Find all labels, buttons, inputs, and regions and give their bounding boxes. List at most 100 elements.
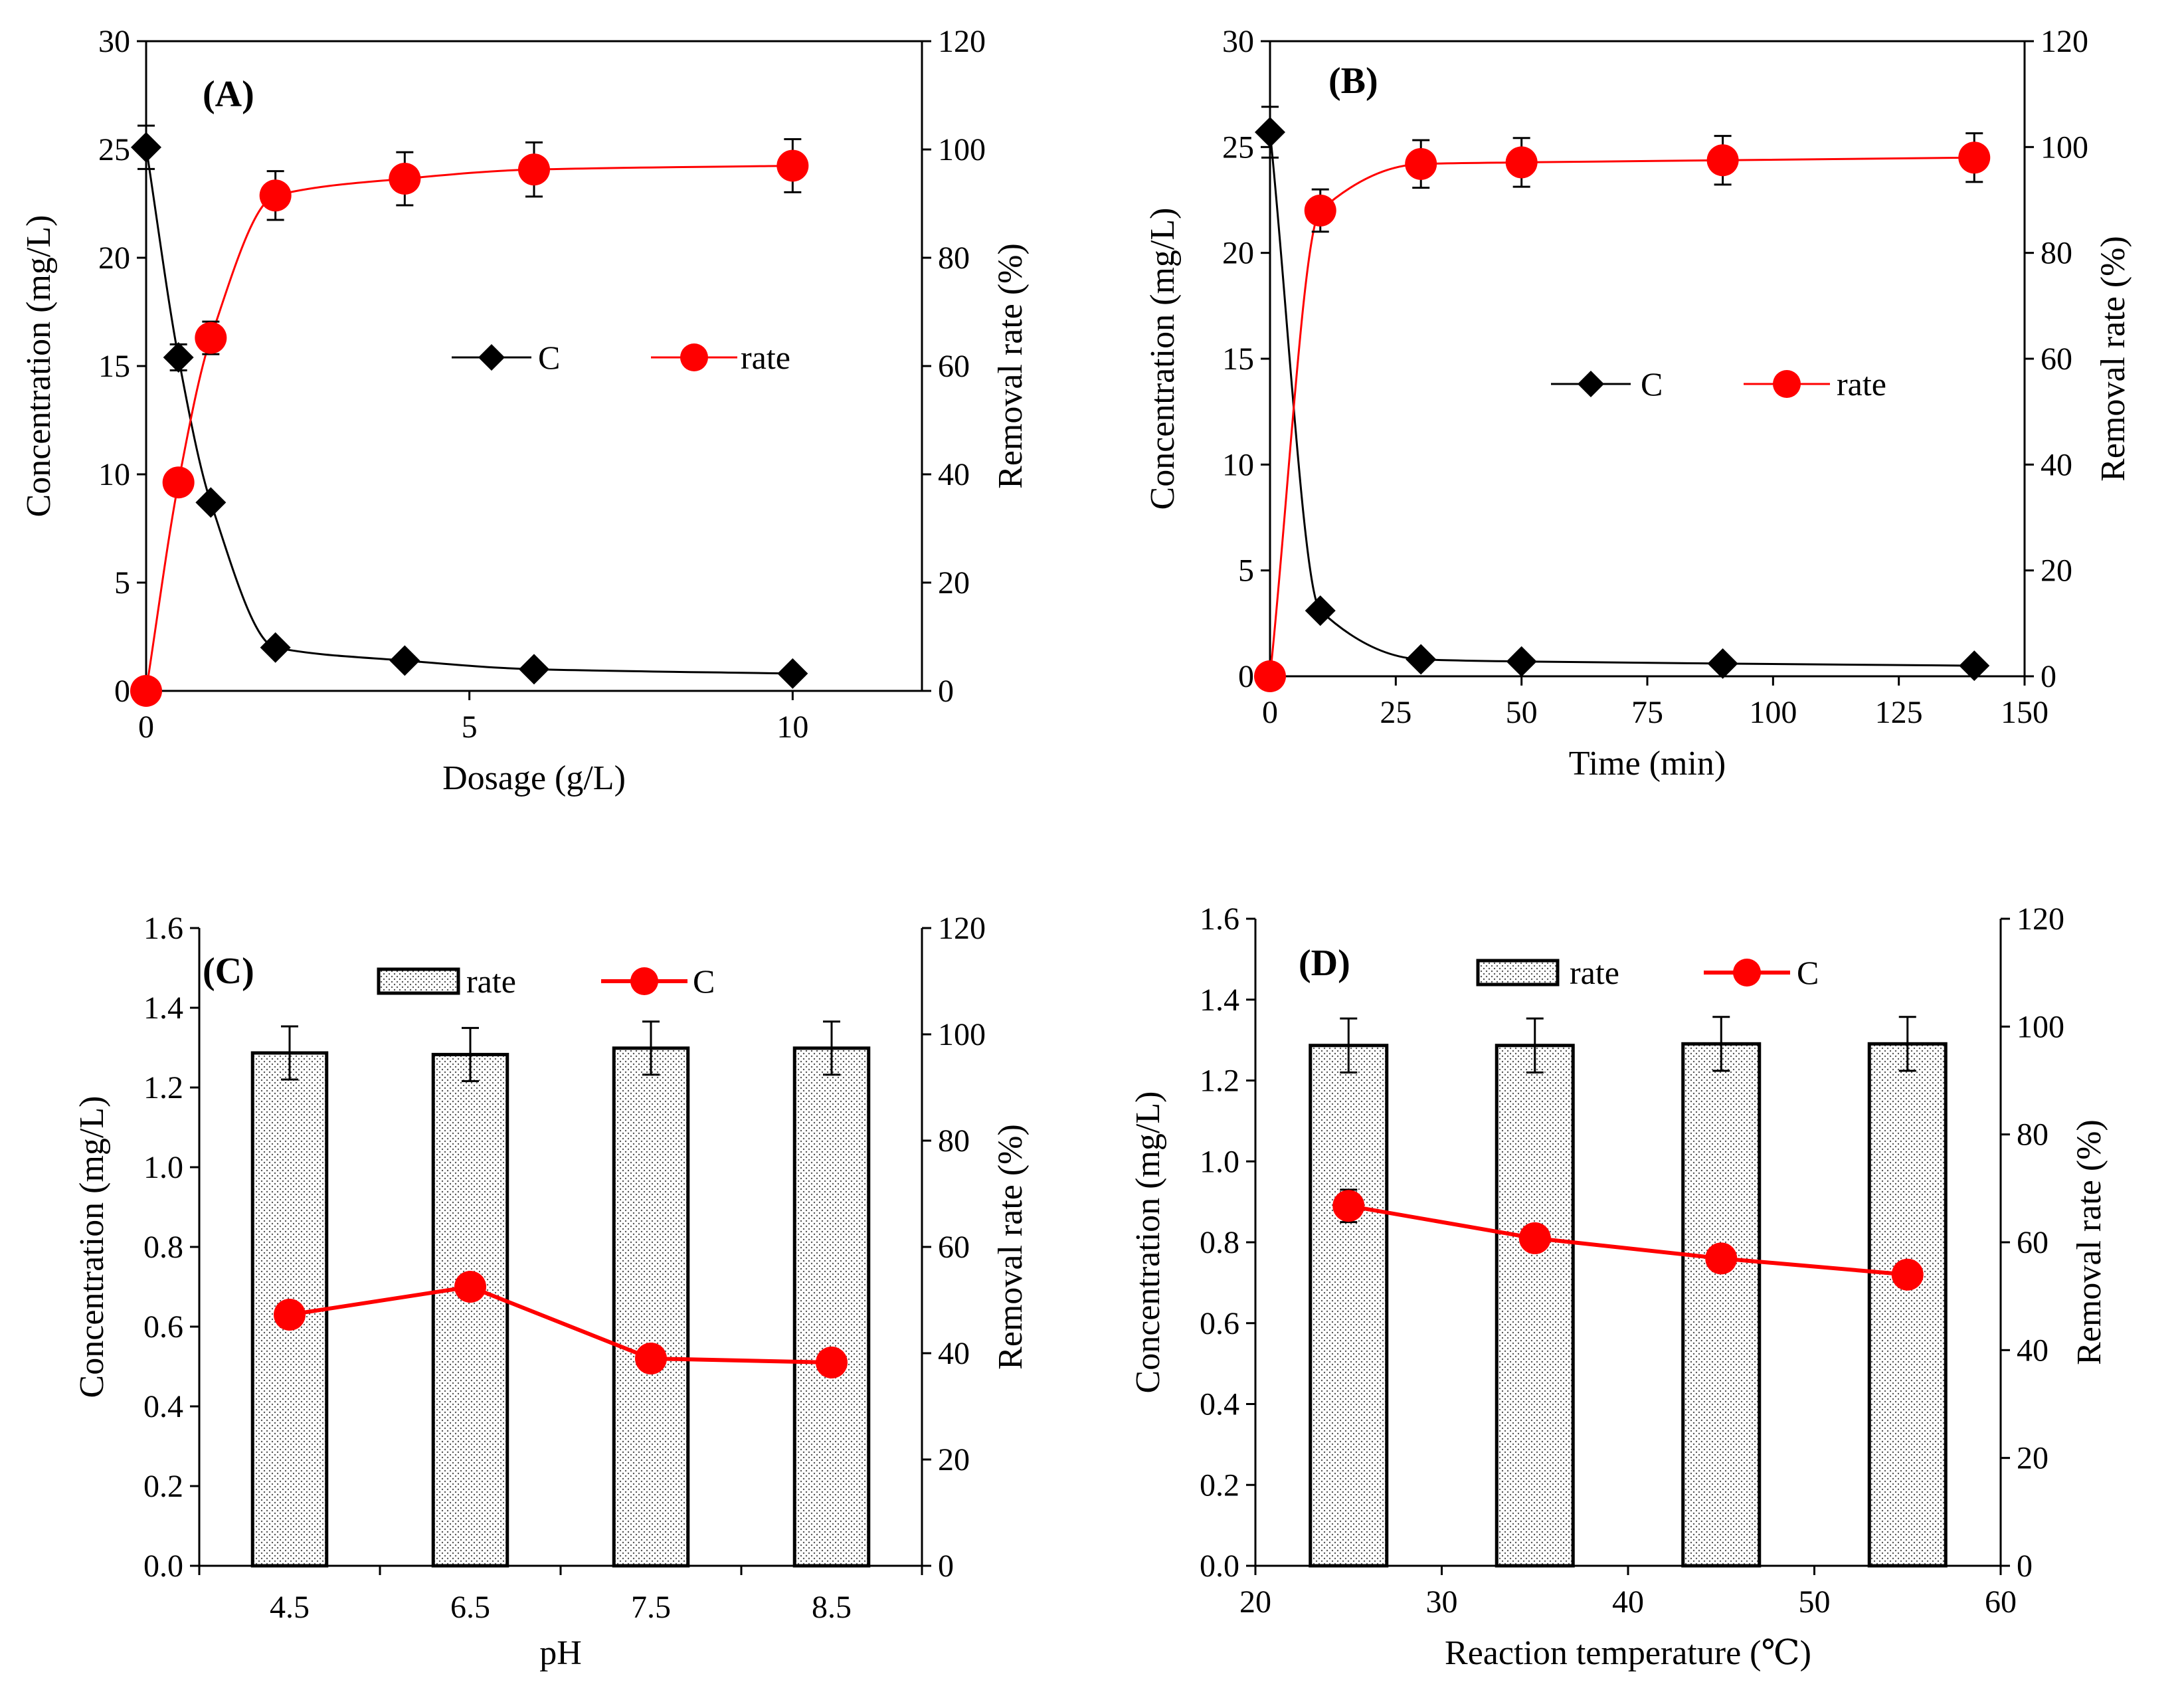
data-point-circle — [162, 466, 195, 499]
y-tick-label: 10 — [1222, 447, 1254, 482]
y-tick-label: 1.0 — [143, 1150, 183, 1185]
y2-tick-label: 20 — [938, 565, 970, 601]
y-tick-label: 1.6 — [1200, 901, 1239, 937]
y-tick-label: 1.2 — [143, 1070, 183, 1105]
legend-item-rate: rate — [377, 963, 516, 1000]
y2-tick-label: 100 — [938, 132, 986, 167]
series-line — [145, 164, 793, 692]
error-bar — [1526, 1017, 1544, 1074]
legend-item-c: C — [601, 963, 715, 1000]
legend-marker-circle — [1733, 959, 1761, 987]
bar — [1495, 1044, 1575, 1568]
data-point-circle — [1706, 144, 1739, 177]
y2-tick-label: 40 — [2017, 1333, 2048, 1368]
error-bar — [1340, 1017, 1358, 1074]
bar — [1681, 1042, 1762, 1568]
legend-marker-circle — [680, 343, 708, 371]
series-line — [289, 1284, 832, 1365]
x-axis-title: Time (min) — [1569, 745, 1726, 783]
y-tick-label: 0.8 — [1200, 1225, 1239, 1260]
y-tick-label: 10 — [98, 457, 130, 492]
legend-item-c: C — [1704, 954, 1819, 991]
x-tick-label: 125 — [1875, 695, 1923, 730]
y-tick-label: 20 — [1222, 236, 1254, 271]
y2-tick-label: 100 — [2017, 1009, 2064, 1044]
data-point-circle — [1505, 146, 1538, 179]
y2-tick-label: 0 — [938, 674, 954, 709]
data-point-circle — [1958, 141, 1991, 174]
x-axis-title: pH — [539, 1634, 582, 1672]
legend-item-rate: rate — [651, 339, 790, 376]
y2-tick-label: 80 — [2017, 1117, 2048, 1153]
y2-tick-label: 120 — [938, 24, 986, 59]
data-point-diamond — [1305, 595, 1336, 626]
data-point-circle — [1304, 194, 1336, 227]
x-tick-label: 30 — [1426, 1584, 1458, 1620]
panel-label: (C) — [203, 951, 254, 992]
y-axis-title: Concentration (mg/L) — [20, 215, 58, 518]
x-tick-label: 5 — [462, 709, 478, 745]
data-point-diamond — [131, 132, 161, 163]
y-tick-label: 0.0 — [1200, 1549, 1239, 1584]
error-bar — [642, 1020, 660, 1076]
x-tick-label: 20 — [1239, 1584, 1271, 1620]
legend-label: rate — [741, 339, 790, 376]
x-tick-label: 0 — [138, 709, 154, 745]
legend-item-c: C — [452, 339, 560, 376]
chart-panel-b: 0 5 10 15 20 25 30 0 20 40 60 80 100 120 0 25 50 75 100 125… — [1144, 24, 2132, 783]
y2-tick-label: 20 — [2017, 1441, 2048, 1476]
data-point-diamond — [777, 658, 808, 689]
y2-tick-label: 120 — [2041, 24, 2088, 59]
y2-axis-title: Removal rate (%) — [992, 243, 1030, 489]
data-point-diamond — [1959, 650, 1990, 682]
data-point-diamond — [1707, 648, 1738, 679]
chart-panel-d: 0.0 0.2 0.4 0.6 0.8 1.0 1.2 1.4 1.6 0 20 40 60 80 100 1… — [1129, 901, 2108, 1672]
error-bar — [1712, 1016, 1730, 1072]
error-bar — [823, 1020, 840, 1076]
data-point-diamond — [1506, 646, 1537, 677]
legend-item-rate: rate — [1476, 954, 1619, 991]
y-axis-title: Concentration (mg/L) — [1129, 1091, 1167, 1394]
panel-label: (B) — [1328, 60, 1378, 102]
data-point-circle — [274, 1299, 306, 1331]
x-tick-label: 75 — [1631, 695, 1663, 730]
y-tick-label: 5 — [114, 565, 130, 601]
y-tick-label: 0.4 — [143, 1389, 183, 1424]
series-c-line — [274, 1271, 848, 1378]
legend-swatch-bar — [1476, 959, 1560, 987]
x-tick-label: 0 — [1262, 695, 1278, 730]
bar — [431, 1052, 509, 1568]
legend-label: C — [693, 963, 715, 1000]
data-point-circle — [635, 1343, 667, 1374]
y-tick-label: 1.4 — [143, 990, 183, 1026]
x-tick-label: 50 — [1506, 695, 1538, 730]
y2-tick-label: 100 — [938, 1017, 986, 1052]
y2-tick-label: 60 — [938, 349, 970, 384]
y-tick-label: 1.2 — [1200, 1064, 1239, 1099]
y-tick-label: 30 — [98, 24, 130, 59]
y-tick-label: 0.4 — [1200, 1387, 1239, 1422]
y2-axis-title: Removal rate (%) — [2070, 1119, 2108, 1365]
legend-label: C — [538, 339, 560, 376]
data-point-circle — [1254, 660, 1286, 692]
data-point-circle — [1405, 147, 1437, 180]
y-tick-label: 5 — [1238, 553, 1254, 589]
x-axis-title: Dosage (g/L) — [442, 759, 626, 797]
y2-tick-label: 60 — [938, 1230, 970, 1265]
legend-label: rate — [1837, 365, 1886, 403]
panel-label: (A) — [203, 74, 254, 115]
legend-swatch-bar — [377, 967, 460, 995]
legend-item-rate: rate — [1744, 365, 1886, 403]
x-tick-label: 25 — [1380, 695, 1411, 730]
y-axis-title: Concentration (mg/L) — [1144, 208, 1182, 510]
y2-tick-label: 0 — [2017, 1549, 2033, 1584]
data-point-circle — [130, 675, 162, 707]
y2-tick-label: 120 — [2017, 901, 2064, 937]
bar — [1309, 1044, 1389, 1568]
y-tick-label: 15 — [98, 349, 130, 384]
y-tick-label: 25 — [1222, 130, 1254, 165]
bar — [1867, 1042, 1948, 1568]
data-point-circle — [518, 153, 550, 186]
series-c — [1255, 106, 1990, 682]
series-c — [131, 124, 808, 689]
